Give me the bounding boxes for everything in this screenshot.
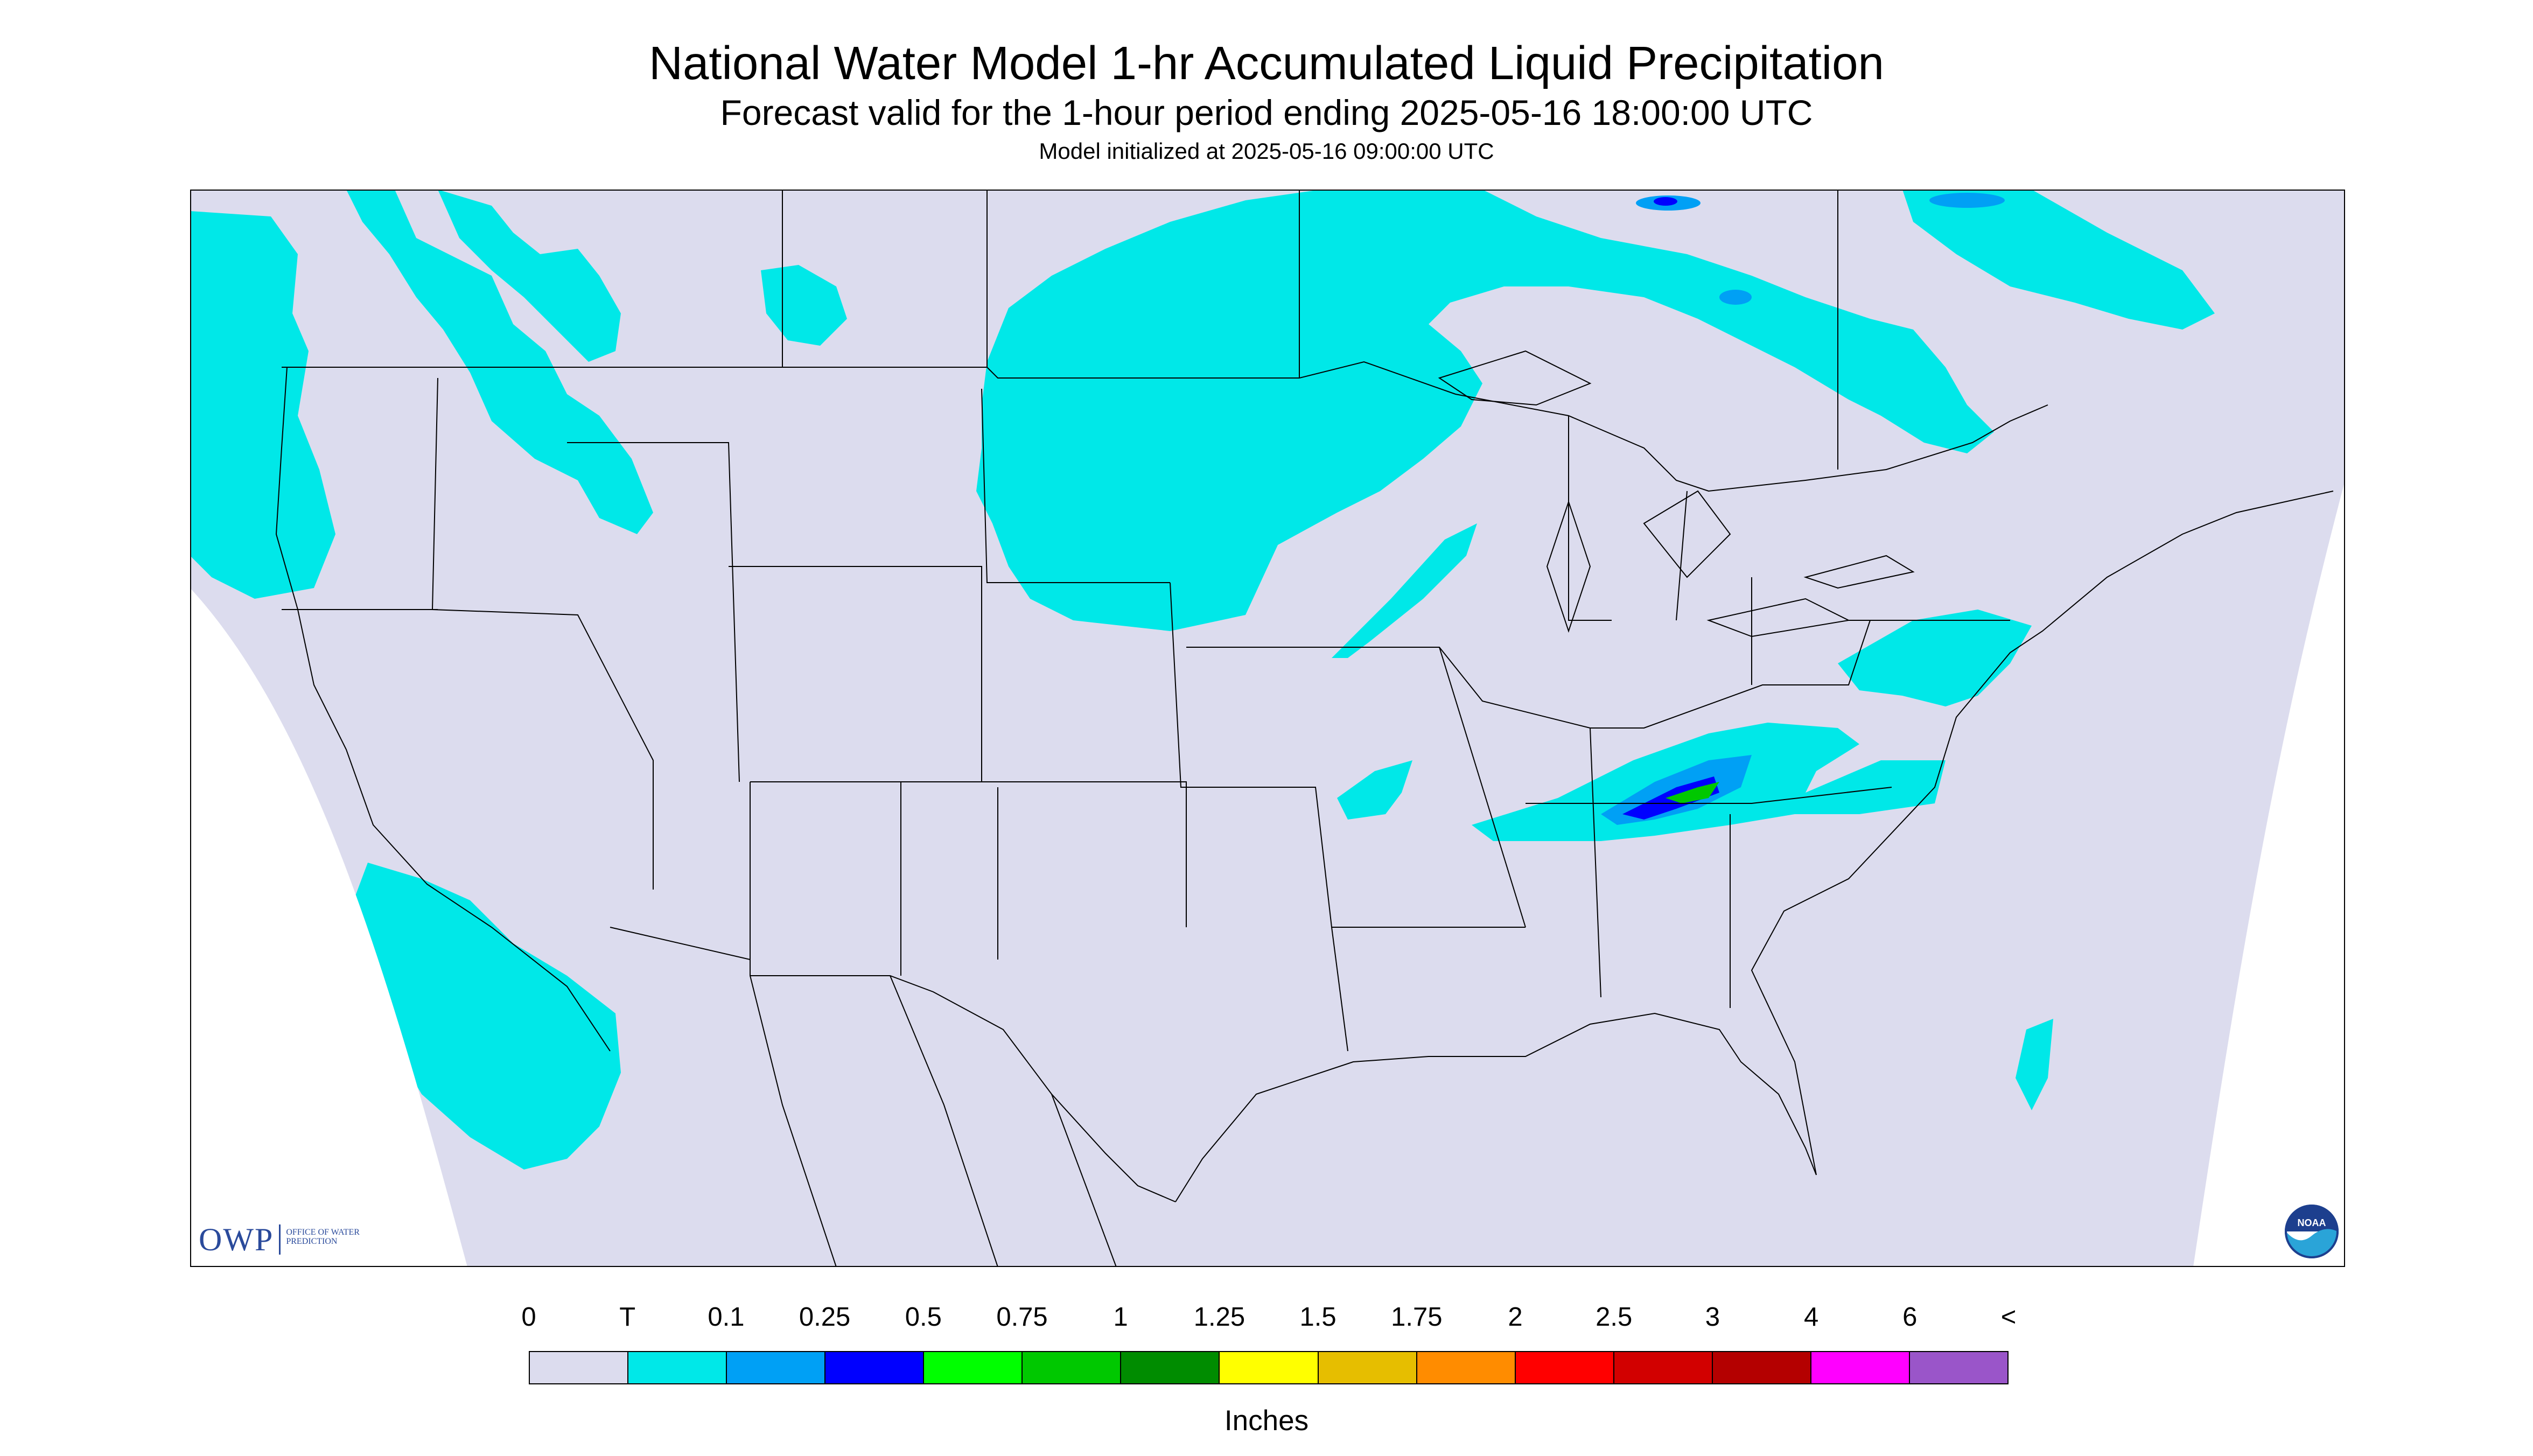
precip-area-northern-rockies xyxy=(346,190,653,534)
legend-tick-label: 0.5 xyxy=(905,1303,942,1332)
legend-swatch xyxy=(1417,1352,1516,1383)
legend-tick-labels: 0 T 0.1 0.25 0.5 0.75 1 1.25 1.5 1.75 2 2.5 3 4 6 < xyxy=(0,1302,2533,1334)
legend-swatch xyxy=(1515,1352,1614,1383)
precip-area-baja-offshore xyxy=(352,863,621,1170)
owp-logo: OWP OFFICE OF WATER PREDICTION xyxy=(199,1222,361,1257)
precip-area-atlantic-scatter xyxy=(2016,1019,2053,1110)
legend-color-bar xyxy=(529,1351,2009,1384)
legend-tick-label: 0.25 xyxy=(799,1303,851,1332)
map-border xyxy=(190,190,2345,1267)
legend-swatch xyxy=(924,1352,1023,1383)
legend-swatch xyxy=(1614,1352,1713,1383)
legend-tick-label: 2 xyxy=(1508,1303,1523,1332)
legend-tick-label: < xyxy=(2000,1303,2017,1332)
legend-swatch xyxy=(1909,1352,2007,1383)
legend-swatch xyxy=(1023,1352,1122,1383)
precip-area-arkansas xyxy=(1337,760,1412,820)
precip-area-montana xyxy=(438,190,621,362)
legend-tick-label: 1.25 xyxy=(1193,1303,1245,1332)
model-init-time: Model initialized at 2025-05-16 09:00:00… xyxy=(1039,138,1494,164)
noaa-logo-text: NOAA xyxy=(2298,1217,2326,1228)
precip-area-pacific-northwest xyxy=(190,211,335,599)
map-title: National Water Model 1-hr Accumulated Li… xyxy=(649,37,1884,89)
legend-tick-label: 0.1 xyxy=(708,1303,745,1332)
owp-logo-subtext: OFFICE OF WATER PREDICTION xyxy=(286,1228,360,1246)
legend-swatch xyxy=(628,1352,727,1383)
precipitation-map: NOAA xyxy=(190,190,2345,1267)
map-subtitle: Forecast valid for the 1-hour period end… xyxy=(720,93,1813,132)
precip-heavy-kentucky xyxy=(1666,782,1719,803)
legend-swatch xyxy=(1121,1352,1220,1383)
legend-tick-label: 1.5 xyxy=(1299,1303,1337,1332)
legend-swatch xyxy=(1712,1352,1811,1383)
legend-tick-label: 6 xyxy=(1902,1303,1918,1332)
owp-logo-mark: OWP xyxy=(199,1222,274,1257)
legend-tick-label: 0 xyxy=(521,1303,536,1332)
political-boundaries xyxy=(275,190,2334,1267)
precip-area-wisconsin-band xyxy=(1332,523,1477,658)
legend-swatch xyxy=(825,1352,925,1383)
noaa-logo: NOAA xyxy=(2285,1205,2339,1258)
legend-tick-label: 1 xyxy=(1113,1303,1128,1332)
legend-tick-label: T xyxy=(619,1303,636,1332)
owp-logo-divider xyxy=(279,1224,281,1255)
precip-moderate-great-lakes xyxy=(1654,197,1677,206)
legend-swatch xyxy=(727,1352,826,1383)
legend-swatch xyxy=(530,1352,629,1383)
precip-area-northeast xyxy=(1838,610,2032,706)
legend-swatch xyxy=(1811,1352,1910,1383)
legend-swatch xyxy=(1220,1352,1319,1383)
precipitation-field xyxy=(190,190,2215,1170)
legend-swatch xyxy=(1318,1352,1417,1383)
legend-tick-label: 1.75 xyxy=(1391,1303,1443,1332)
legend-tick-label: 4 xyxy=(1803,1303,1819,1332)
precip-light-quebec xyxy=(1929,193,2005,208)
legend-tick-label: 2.5 xyxy=(1596,1303,1633,1332)
precip-area-ne-canada xyxy=(1902,190,2215,330)
precip-light-ontario xyxy=(1719,290,1752,305)
legend-tick-label: 3 xyxy=(1705,1303,1720,1332)
legend-tick-label: 0.75 xyxy=(996,1303,1048,1332)
legend-units-label: Inches xyxy=(1224,1405,1309,1437)
